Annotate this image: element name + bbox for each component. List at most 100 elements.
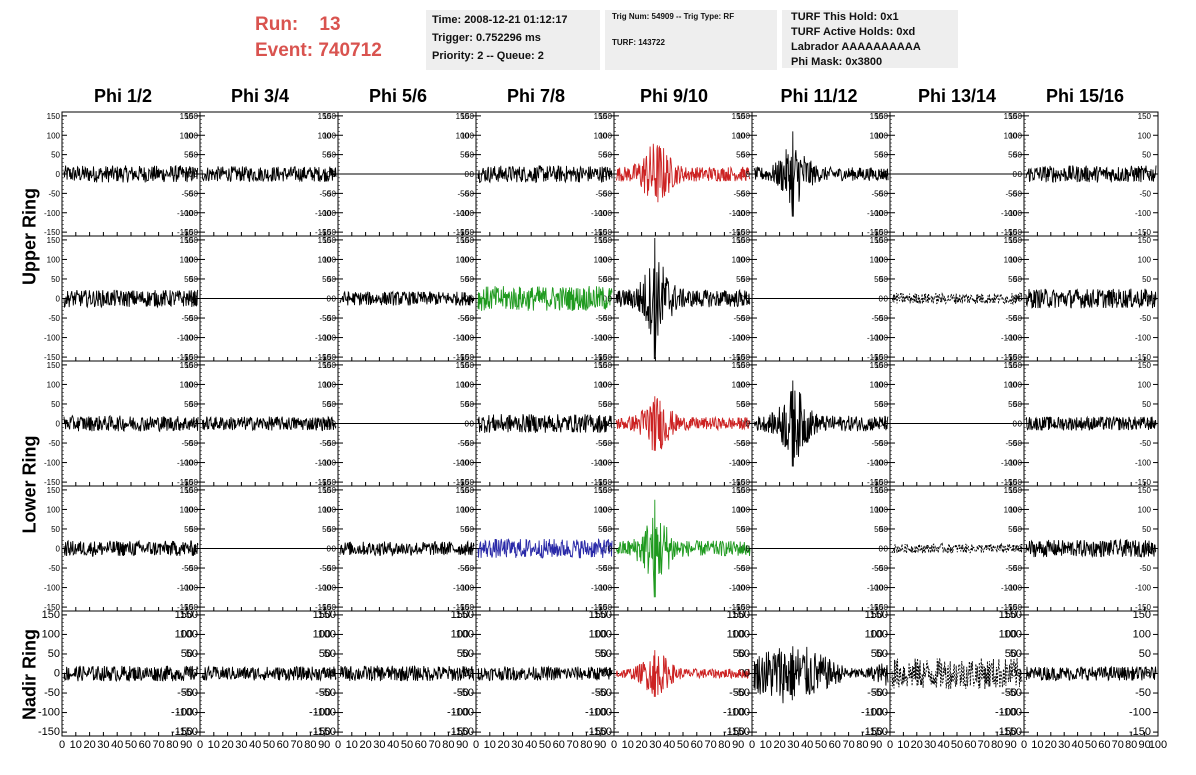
x-tick-label: 20 xyxy=(773,739,785,751)
y-tick-label: 0 xyxy=(884,545,889,554)
y-tick-label: 150 xyxy=(870,361,884,370)
y-tick-label: -150 xyxy=(315,478,332,487)
y-tick-label: -100 xyxy=(320,334,337,343)
y-tick-label: 100 xyxy=(318,131,332,140)
y-tick-label: 50 xyxy=(322,151,331,160)
y-tick-label: -50 xyxy=(186,564,198,573)
y-tick-label: 100 xyxy=(42,628,60,640)
y-tick-label: 150 xyxy=(732,112,746,121)
y-tick-label: 100 xyxy=(594,628,612,640)
y-tick-label: 50 xyxy=(322,525,331,534)
y-tick-label: -150 xyxy=(729,353,746,362)
y-tick-label: 50 xyxy=(741,275,750,284)
y-tick-label: 0 xyxy=(54,668,60,680)
y-tick-label: -50 xyxy=(458,687,474,699)
x-tick-label: 0 xyxy=(887,739,893,751)
y-tick-label: 100 xyxy=(185,380,199,389)
y-tick-label: 50 xyxy=(186,648,198,660)
x-tick-label: 30 xyxy=(1058,739,1070,751)
y-tick-label: -150 xyxy=(591,353,608,362)
y-tick-label: 50 xyxy=(1005,648,1017,660)
y-tick-label: -50 xyxy=(1139,189,1151,198)
y-tick-label: 50 xyxy=(598,151,607,160)
y-tick-label: -50 xyxy=(186,439,198,448)
y-tick-label: -100 xyxy=(1006,584,1023,593)
y-tick-label: -100 xyxy=(44,584,61,593)
y-tick-label: 100 xyxy=(599,380,613,389)
y-tick-label: 150 xyxy=(456,486,470,495)
y-tick-label: -100 xyxy=(1001,459,1018,468)
x-tick-label: 50 xyxy=(951,739,963,751)
y-tick-label: -100 xyxy=(452,707,474,719)
y-tick-label: 0 xyxy=(56,420,61,429)
waveform-trace xyxy=(477,165,613,184)
y-tick-label: 100 xyxy=(870,255,884,264)
y-tick-label: -100 xyxy=(309,707,331,719)
y-tick-label: -50 xyxy=(871,439,883,448)
y-tick-label: 150 xyxy=(47,112,61,121)
y-tick-label: 150 xyxy=(318,609,336,621)
y-tick-label: 0 xyxy=(603,295,608,304)
y-tick-label: -50 xyxy=(182,687,198,699)
y-tick-label: 50 xyxy=(736,400,745,409)
y-tick-label: -50 xyxy=(738,189,750,198)
waveform-trace xyxy=(1025,538,1157,559)
y-tick-label: -50 xyxy=(733,314,745,323)
y-tick-label: -50 xyxy=(596,687,612,699)
y-tick-label: 50 xyxy=(879,151,888,160)
y-tick-label: -50 xyxy=(733,564,745,573)
y-tick-label: 0 xyxy=(1013,420,1018,429)
turf-text: TURF: 143722 xyxy=(612,38,665,47)
y-tick-label: -150 xyxy=(177,228,194,237)
y-tick-label: -50 xyxy=(177,687,193,699)
turf-this-hold-text: TURF This Hold: 0x1 xyxy=(791,11,899,23)
y-tick-label: -150 xyxy=(867,353,884,362)
y-tick-label: 50 xyxy=(741,525,750,534)
y-tick-label: 100 xyxy=(175,628,193,640)
y-tick-label: 50 xyxy=(874,525,883,534)
y-tick-label: -150 xyxy=(591,603,608,612)
y-tick-label: 50 xyxy=(460,275,469,284)
waveform-trace xyxy=(1025,415,1157,431)
y-tick-label: 0 xyxy=(608,170,613,179)
y-tick-label: -100 xyxy=(591,209,608,218)
x-tick-label: 20 xyxy=(1045,739,1057,751)
x-tick-label: 0 xyxy=(749,739,755,751)
x-tick-label: 30 xyxy=(97,739,109,751)
y-tick-label: -50 xyxy=(738,439,750,448)
x-tick-label: 10 xyxy=(208,739,220,751)
y-tick-label: -50 xyxy=(1010,189,1022,198)
y-tick-label: -150 xyxy=(182,478,199,487)
y-tick-label: 50 xyxy=(595,648,607,660)
waveform-trace xyxy=(615,237,751,360)
y-tick-label: -50 xyxy=(48,314,60,323)
y-tick-label: 150 xyxy=(732,236,746,245)
y-tick-label: -150 xyxy=(591,478,608,487)
x-tick-label: 90 xyxy=(456,739,468,751)
x-tick-label: 80 xyxy=(718,739,730,751)
y-tick-label: -100 xyxy=(590,707,612,719)
y-tick-label: -100 xyxy=(729,334,746,343)
x-tick-label: 70 xyxy=(566,739,578,751)
waveform-trace xyxy=(63,289,199,309)
y-tick-label: 50 xyxy=(319,648,331,660)
y-tick-label: -100 xyxy=(315,209,332,218)
y-tick-label: -50 xyxy=(181,564,193,573)
y-tick-label: -100 xyxy=(458,209,475,218)
y-tick-label: 50 xyxy=(184,275,193,284)
y-tick-label: 50 xyxy=(184,151,193,160)
y-tick-label: -50 xyxy=(733,439,745,448)
y-tick-label: 150 xyxy=(1004,486,1018,495)
y-tick-label: 100 xyxy=(865,628,883,640)
y-tick-label: -50 xyxy=(319,439,331,448)
y-tick-label: 50 xyxy=(876,648,888,660)
y-tick-label: 0 xyxy=(332,420,337,429)
y-tick-label: -50 xyxy=(1005,439,1017,448)
y-tick-label: 150 xyxy=(1009,236,1023,245)
y-tick-label: 0 xyxy=(1018,545,1023,554)
y-tick-label: -150 xyxy=(458,603,475,612)
y-tick-label: 0 xyxy=(327,295,332,304)
y-tick-label: 150 xyxy=(737,236,751,245)
y-tick-label: 100 xyxy=(599,255,613,264)
column-header-phi-7-8: Phi 7/8 xyxy=(506,86,566,106)
